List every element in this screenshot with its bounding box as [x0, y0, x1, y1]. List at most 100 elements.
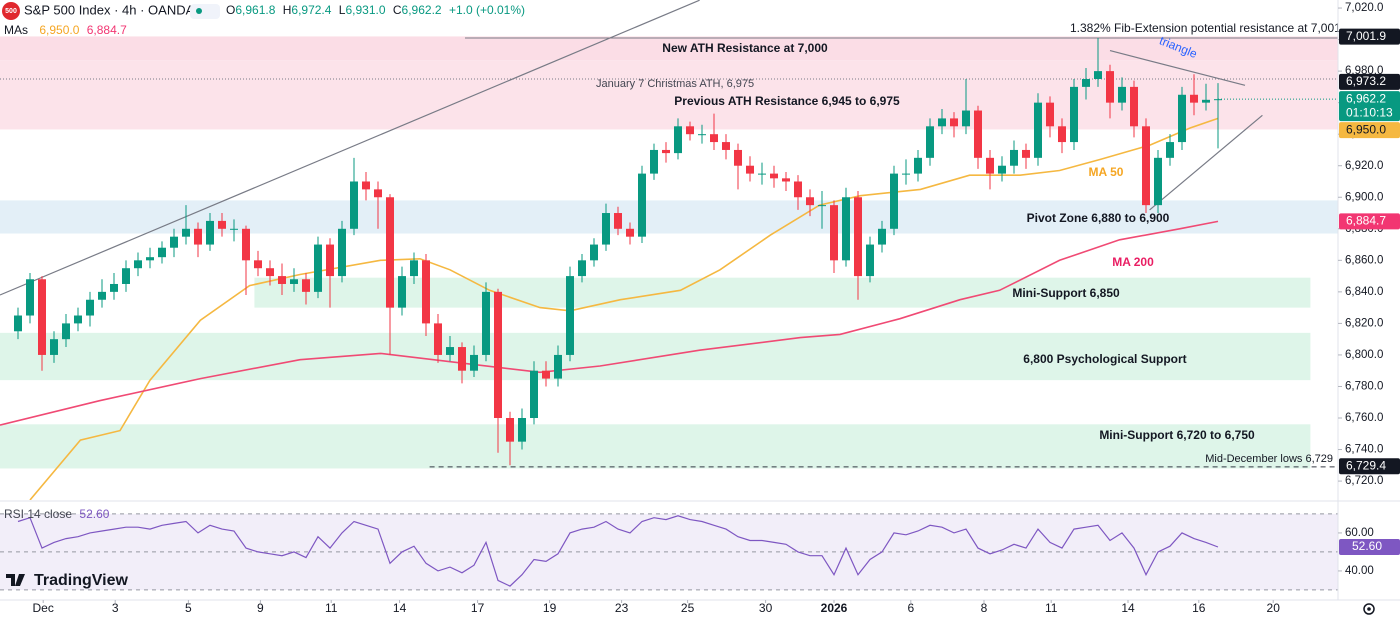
candle-body — [1154, 157, 1162, 206]
candle-body — [278, 276, 286, 284]
header: 500 S&P 500 Index · 4h · OANDA O6,961.8 … — [2, 2, 1375, 615]
x-tick-label: 16 — [1192, 601, 1206, 615]
candle-body — [254, 260, 262, 269]
candle-body — [926, 126, 934, 158]
ma-legend-title: MAs — [4, 23, 28, 37]
price-badge — [1339, 73, 1400, 90]
symbol-title[interactable]: S&P 500 Index · 4h · OANDA — [24, 2, 195, 17]
candle-body — [722, 142, 730, 150]
c-value: 6,962.2 — [402, 3, 442, 17]
candle-body — [494, 291, 502, 419]
price-badge-label: 6,729.4 — [1346, 458, 1386, 472]
candle-body — [566, 276, 574, 355]
candle-body — [98, 291, 106, 300]
candle-body — [470, 354, 478, 371]
x-tick-label: 23 — [615, 601, 629, 615]
candle-body — [1190, 94, 1198, 103]
candle-body — [974, 110, 982, 158]
zone — [0, 424, 1311, 469]
price-badge — [1339, 91, 1400, 122]
x-tick-label: 11 — [325, 601, 338, 615]
trendline — [1109, 50, 1246, 86]
countdown: 01:10:13 — [1346, 105, 1393, 119]
candle-body — [1022, 149, 1030, 158]
candle-body — [1034, 102, 1042, 158]
annotation: Mid-December lows 6,729 — [1205, 453, 1333, 465]
x-tick-label: 20 — [1267, 601, 1281, 615]
price-badge-label: 6,950.0 — [1346, 122, 1386, 136]
candle-body — [506, 418, 514, 442]
candle-body — [938, 118, 946, 127]
trendline — [0, 0, 700, 296]
candle-body — [602, 213, 610, 245]
candle-body — [446, 347, 454, 355]
candle-body — [638, 173, 646, 237]
zone-label: Mini-Support 6,850 — [1012, 286, 1120, 300]
ma-legend[interactable]: MAs 6,950.0 6,884.7 — [4, 23, 127, 37]
candle-body — [1082, 78, 1090, 87]
status-pill[interactable] — [190, 4, 220, 19]
moving-average — [29, 117, 1219, 500]
x-tick-label: 3 — [112, 601, 119, 615]
x-tick-label: 6 — [907, 601, 914, 615]
y-tick-label: 6,840.0 — [1345, 286, 1383, 298]
brand: TradingView — [6, 572, 129, 589]
candle-body — [458, 347, 466, 371]
ma50-legend-value: 6,950.0 — [39, 23, 79, 37]
rsi-legend[interactable]: RSI 14 close 52.60 — [4, 507, 110, 521]
candle-body — [578, 260, 586, 277]
settings-icon[interactable] — [1363, 603, 1375, 615]
rsi-line — [17, 515, 1219, 587]
candle-body — [962, 110, 970, 127]
candle-body — [758, 173, 766, 175]
y-tick-label: 6,740.0 — [1345, 444, 1383, 456]
candle-body — [1058, 126, 1066, 143]
candle-body — [782, 178, 790, 182]
candle-body — [38, 279, 46, 355]
candle-body — [902, 173, 910, 175]
annotation: January 7 Christmas ATH, 6,975 — [596, 78, 754, 90]
candle-body — [1202, 99, 1210, 103]
y-tick-label: 6,820.0 — [1345, 317, 1383, 329]
x-tick-label: Dec — [33, 601, 54, 615]
candle-body — [842, 197, 850, 261]
candle-body — [1010, 149, 1018, 166]
candle-body — [794, 181, 802, 198]
candle-body — [170, 236, 178, 248]
candle-body — [986, 157, 994, 174]
gear[interactable] — [1363, 603, 1375, 615]
candle-body — [86, 299, 94, 316]
price-badge — [1339, 213, 1400, 230]
candle-body — [1070, 86, 1078, 143]
x-tick-label: 30 — [759, 601, 773, 615]
h-key: H — [283, 3, 292, 17]
candle-body — [686, 126, 694, 135]
rsi-pane — [0, 513, 1338, 591]
candle-body — [614, 213, 622, 229]
candle-body — [710, 134, 718, 143]
status-dot — [196, 8, 202, 14]
candle-body — [266, 268, 274, 277]
candle-body — [998, 165, 1006, 174]
candle-body — [146, 257, 154, 261]
candle-body — [878, 228, 886, 245]
y-tick-label: 6,860.0 — [1345, 254, 1383, 266]
candle-body — [554, 354, 562, 379]
candle-body — [854, 197, 862, 277]
candle-body — [482, 291, 490, 355]
candle-body — [674, 126, 682, 154]
candle-body — [518, 418, 526, 442]
annotation: MA 50 — [1089, 165, 1124, 179]
rsi-value: 52.60 — [79, 507, 109, 521]
candle-body — [350, 181, 358, 229]
gear-hub — [1367, 607, 1371, 611]
candle-body — [14, 315, 22, 332]
candle-body — [158, 247, 166, 258]
annotation: MA 200 — [1112, 255, 1154, 269]
candle-body — [662, 149, 670, 154]
candle-body — [1106, 71, 1114, 103]
candle-body — [230, 228, 238, 230]
y-tick-label: 6,780.0 — [1345, 381, 1383, 393]
candle-body — [410, 260, 418, 277]
